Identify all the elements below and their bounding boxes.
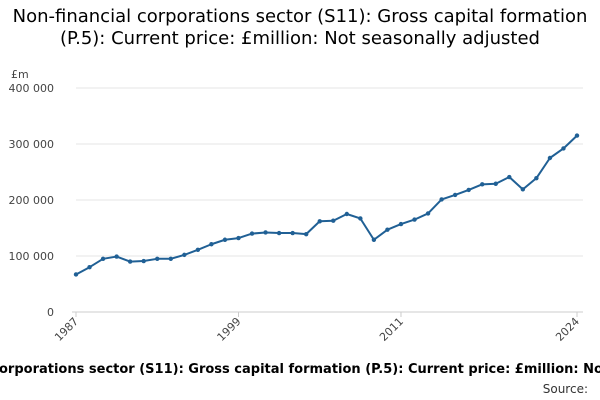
data-point-1991[interactable] [127,259,133,264]
data-point-2022[interactable] [547,155,553,161]
data-point-2001[interactable] [263,230,268,235]
data-point-2016[interactable] [466,187,471,193]
data-point-2020[interactable] [520,187,526,192]
data-point-2024[interactable] [574,133,580,138]
y-axis-ticks: 0 100 000 200 000 300 000 400 000 [9,82,55,319]
data-point-1995[interactable] [182,252,187,258]
data-point-1989[interactable] [100,256,106,261]
x-tick-label: 1987 [52,315,81,344]
legend: Non-financial corporations sector (S11):… [0,362,600,382]
data-point-2010[interactable] [385,227,390,232]
data-point-1999[interactable] [236,235,241,241]
legend-series-label: Non-financial corporations sector (S11):… [0,362,600,377]
x-tick-label: 2024 [553,315,582,344]
data-point-2006[interactable] [331,218,336,223]
data-point-1988[interactable] [87,265,92,270]
data-point-2014[interactable] [439,197,444,202]
data-point-1990[interactable] [114,254,119,259]
series-line [75,134,578,276]
data-point-2013[interactable] [425,211,431,216]
data-point-2012[interactable] [412,217,417,222]
data-point-1998[interactable] [222,237,228,242]
y-tick-label: 400 000 [9,82,55,95]
data-point-2011[interactable] [398,221,404,227]
data-point-2015[interactable] [452,192,458,198]
data-point-1994[interactable] [168,256,173,261]
x-tick-label: 2011 [377,315,406,344]
data-point-2017[interactable] [480,182,485,187]
data-point-2004[interactable] [303,231,309,237]
gridlines [76,87,583,257]
x-axis-ticks: 1987 1999 2011 2024 [52,312,582,344]
data-point-2008[interactable] [358,216,363,221]
y-tick-label: 200 000 [9,194,55,207]
data-point-2007[interactable] [344,211,350,217]
data-point-2003[interactable] [290,230,295,236]
data-point-1997[interactable] [209,242,214,247]
source-label: Source: [542,382,588,396]
data-point-1996[interactable] [195,247,201,253]
data-point-2019[interactable] [507,174,512,180]
data-point-2018[interactable] [493,181,498,186]
data-point-2005[interactable] [317,219,322,224]
y-axis-unit-label: £m [11,68,29,81]
chart-title: Non-financial corporations sector (S11):… [12,6,588,49]
x-tick-label: 1999 [215,315,244,344]
y-tick-label: 0 [47,306,54,319]
data-point-1987[interactable] [73,272,79,277]
data-point-2009[interactable] [371,237,377,242]
data-point-2002[interactable] [276,230,282,236]
data-point-2021[interactable] [534,175,539,181]
series-layer [73,133,580,277]
data-point-2023[interactable] [561,146,566,151]
data-point-1993[interactable] [155,256,160,261]
y-tick-label: 100 000 [9,250,55,263]
data-point-1992[interactable] [141,258,146,264]
data-point-2000[interactable] [249,231,255,236]
y-tick-label: 300 000 [9,138,55,151]
